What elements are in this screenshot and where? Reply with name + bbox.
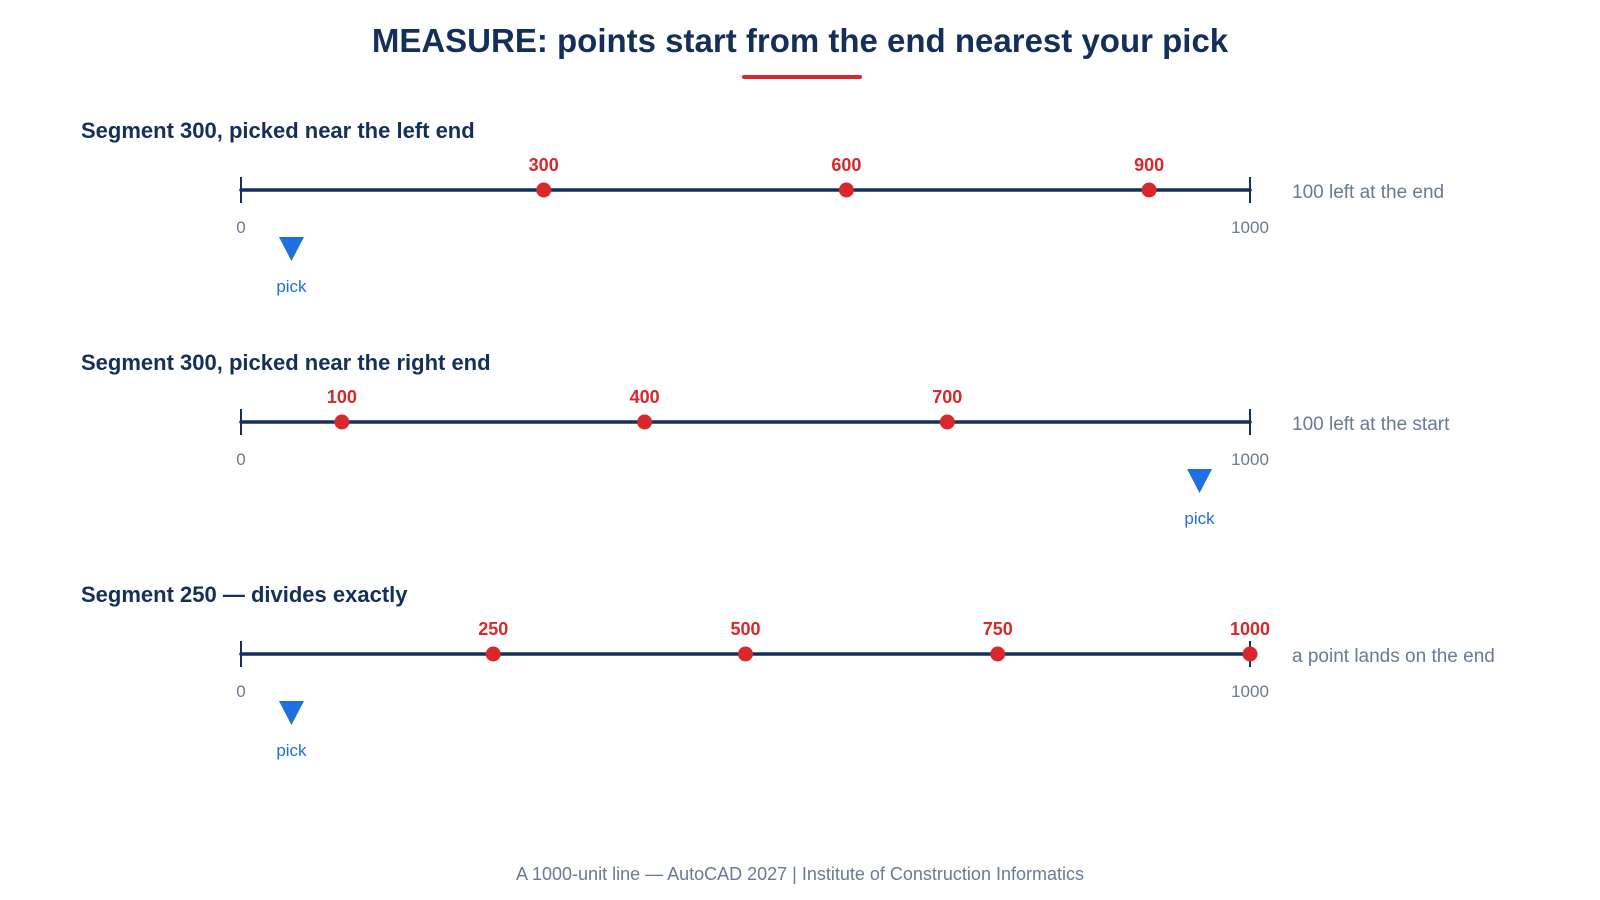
measure-point-label: 750: [983, 619, 1013, 639]
measure-point-label: 400: [630, 387, 660, 407]
start-value-label: 0: [236, 450, 245, 469]
pick-marker-icon: [1187, 469, 1213, 493]
start-value-label: 0: [236, 682, 245, 701]
measure-point: [1242, 646, 1258, 662]
end-value-label: 1000: [1231, 682, 1269, 701]
pick-label: pick: [276, 741, 307, 760]
measure-point: [485, 646, 501, 662]
measure-point-label: 700: [932, 387, 962, 407]
measure-point: [334, 414, 350, 430]
footer-caption: A 1000-unit line — AutoCAD 2027 | Instit…: [516, 864, 1084, 884]
measure-point-label: 100: [327, 387, 357, 407]
remainder-note: 100 left at the start: [1292, 414, 1450, 435]
segment-heading: Segment 250 — divides exactly: [81, 582, 408, 607]
measure-point-label: 300: [529, 155, 559, 175]
pick-marker-icon: [278, 237, 304, 261]
measure-point: [990, 646, 1006, 662]
end-value-label: 1000: [1231, 450, 1269, 469]
measure-point-label: 250: [478, 619, 508, 639]
measure-point: [1141, 182, 1157, 198]
measure-point: [838, 182, 854, 198]
pick-marker-icon: [278, 701, 304, 725]
title-underline: [742, 75, 862, 79]
segment-heading: Segment 300, picked near the left end: [81, 118, 475, 143]
measure-point-label: 900: [1134, 155, 1164, 175]
pick-label: pick: [276, 277, 307, 296]
start-value-label: 0: [236, 218, 245, 237]
measure-point-label: 500: [730, 619, 760, 639]
end-value-label: 1000: [1231, 218, 1269, 237]
measure-point: [637, 414, 653, 430]
remainder-note: a point lands on the end: [1292, 646, 1495, 667]
measure-point: [738, 646, 753, 662]
measure-point-label: 600: [831, 155, 861, 175]
remainder-note: 100 left at the end: [1292, 182, 1444, 203]
measure-point: [939, 414, 955, 430]
segment-heading: Segment 300, picked near the right end: [81, 350, 491, 375]
pick-label: pick: [1184, 509, 1215, 528]
measure-point-label: 1000: [1230, 619, 1270, 639]
page-title: MEASURE: points start from the end neare…: [371, 22, 1229, 59]
measure-point: [536, 182, 552, 198]
